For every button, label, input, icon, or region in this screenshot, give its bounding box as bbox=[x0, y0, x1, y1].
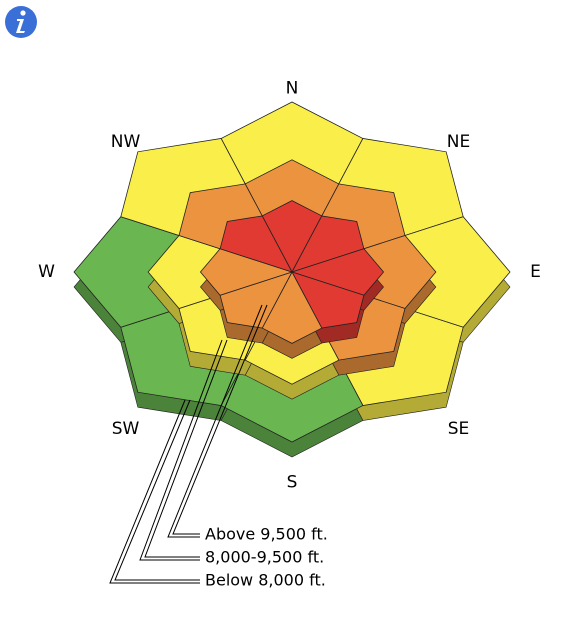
compass-label: SW bbox=[112, 419, 140, 439]
leader-line bbox=[144, 339, 228, 558]
rose bbox=[73, 101, 511, 458]
leader-line bbox=[172, 304, 268, 535]
info-icon[interactable] bbox=[5, 6, 37, 38]
leader-line bbox=[114, 399, 200, 581]
leader-line bbox=[167, 304, 263, 538]
elevation-label: Above 9,500 ft. bbox=[205, 525, 328, 544]
elevation-label: 8,000-9,500 ft. bbox=[205, 548, 324, 567]
leader-line bbox=[109, 399, 200, 584]
elevation-label: Below 8,000 ft. bbox=[205, 571, 326, 590]
compass-label: N bbox=[286, 78, 299, 98]
labels: N NE E SE S SW W NW Above 9,500 ft. 8,000-9,500 f… bbox=[38, 78, 541, 589]
compass-label: NE bbox=[447, 132, 470, 152]
leader-line bbox=[139, 339, 223, 561]
compass-label: E bbox=[530, 262, 541, 282]
compass-label: W bbox=[38, 262, 55, 282]
compass-label: SE bbox=[448, 419, 470, 439]
sector bbox=[219, 215, 293, 273]
compass-label: S bbox=[287, 473, 298, 493]
compass-label: NW bbox=[111, 132, 141, 152]
